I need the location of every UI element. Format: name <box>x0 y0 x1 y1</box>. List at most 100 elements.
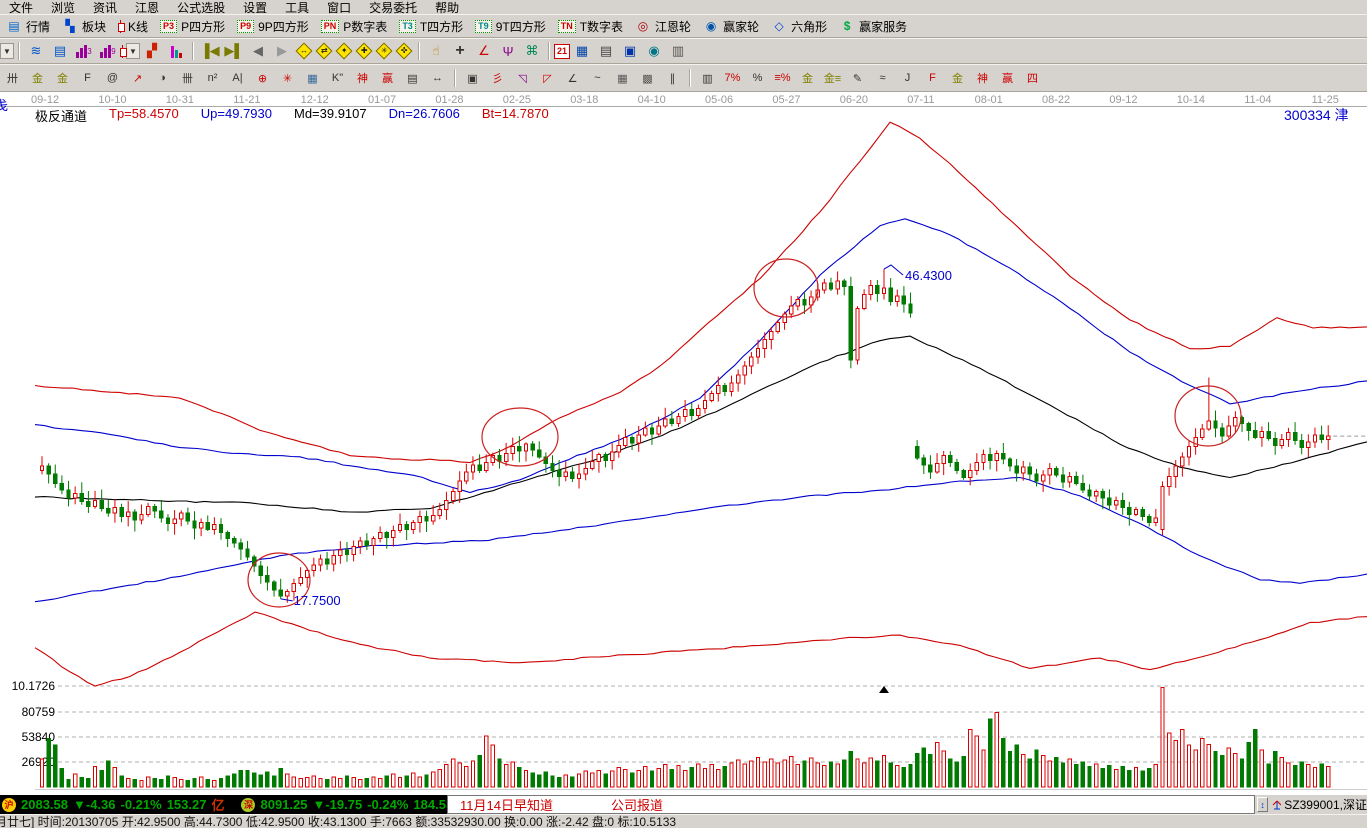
kline-icon[interactable] <box>120 44 127 58</box>
draw-tool-icon[interactable]: ✎ <box>852 72 863 85</box>
draw-tool-icon[interactable]: ◑ <box>159 72 166 84</box>
menu-item[interactable]: 窗口 <box>327 0 352 15</box>
draw-tool-icon[interactable]: ≡% <box>774 72 791 84</box>
menu-item[interactable]: 交易委托 <box>369 0 418 15</box>
draw-tool-icon[interactable]: ▦ <box>617 72 628 85</box>
diamond-move-icon[interactable]: ✜ <box>395 42 413 60</box>
price-chart-svg[interactable]: 09-12 10-10 10-31 11-21 12-12 01-07 01-28 02-25… <box>0 92 1367 795</box>
toolbar-button[interactable]: T9 9T四方形 <box>469 17 552 36</box>
toolbar-button[interactable]: $ 赢家服务 <box>833 17 913 36</box>
save-icon[interactable]: ▣ <box>623 43 637 58</box>
draw-tool-icon[interactable]: ◹ <box>518 72 527 85</box>
bars3-icon[interactable]: 3 <box>73 41 95 62</box>
crosshair-icon[interactable]: + <box>455 42 465 59</box>
diamond-expand-icon[interactable]: ↔ <box>295 42 313 60</box>
draw-tool-icon[interactable]: 金≡ <box>823 73 842 85</box>
draw-tool-icon[interactable]: 金 <box>802 73 813 85</box>
menu-item[interactable]: 江恩 <box>135 0 160 15</box>
draw-tool-icon[interactable]: ▦ <box>307 72 318 85</box>
draw-tool-icon[interactable]: 金 <box>32 73 43 85</box>
toolbar-button[interactable]: ▤ 行情 <box>0 17 56 36</box>
draw-tool-icon[interactable]: 彡 <box>492 73 503 85</box>
draw-tool-icon[interactable]: 神 <box>977 73 988 85</box>
prev-icon[interactable]: ◀ <box>253 43 263 58</box>
toolbar-button[interactable]: ◎ 江恩轮 <box>629 17 697 36</box>
last-icon[interactable]: ▶▌ <box>224 43 244 58</box>
draw-tool-icon[interactable]: J <box>904 72 911 84</box>
draw-tool-icon[interactable]: ≈ <box>879 72 886 84</box>
bars9-icon[interactable]: 9 <box>97 41 119 62</box>
draw-tool-icon[interactable]: ▩ <box>642 72 653 85</box>
histogram-icon[interactable] <box>165 41 187 62</box>
toolbar-button[interactable]: PN P数字表 <box>315 17 394 36</box>
draw-tool-icon[interactable]: ✳ <box>282 72 293 85</box>
spinner-button[interactable]: ↕ <box>1257 797 1269 812</box>
first-icon[interactable]: ▐◀ <box>200 43 220 58</box>
news-ticker-item[interactable]: 公司报道 <box>610 798 663 813</box>
draw-tool-icon[interactable]: 神 <box>357 73 368 85</box>
menu-item[interactable]: 设置 <box>243 0 268 15</box>
waves-icon[interactable]: ≋ <box>30 43 42 58</box>
brain-icon[interactable]: ⌘ <box>525 43 539 58</box>
notebook-icon[interactable]: ▤ <box>599 43 613 58</box>
menu-item[interactable]: 资讯 <box>93 0 118 15</box>
toolbar-button[interactable]: ◇ 六角形 <box>765 17 833 36</box>
toolbar-button[interactable]: K线 <box>112 17 154 36</box>
toolbar-button[interactable]: P9 9P四方形 <box>231 17 315 36</box>
report-icon[interactable]: ▤ <box>53 43 67 58</box>
web-icon[interactable]: ◉ <box>648 43 660 58</box>
draw-tool-icon[interactable]: 四 <box>1027 73 1038 85</box>
menu-item[interactable]: 文件 <box>9 0 34 15</box>
draw-tool-icon[interactable]: A| <box>232 72 243 84</box>
diamond-cross-icon[interactable]: ✚ <box>355 42 373 60</box>
pattern-icon[interactable]: ▞ <box>147 43 157 58</box>
draw-tool-icon[interactable]: 卌 <box>182 73 193 85</box>
diamond-swap-icon[interactable]: ⇄ <box>315 42 333 60</box>
draw-tool-icon[interactable]: ▤ <box>407 72 418 85</box>
diamond-star-icon[interactable]: ✳ <box>375 42 393 60</box>
draw-tool-icon[interactable]: % <box>752 72 763 84</box>
calculator-icon[interactable]: ▦ <box>575 43 589 58</box>
draw-tool-icon[interactable]: 7% <box>724 72 741 84</box>
draw-tool-icon[interactable]: 赢 <box>382 73 393 85</box>
draw-tool-icon[interactable]: ↗ <box>132 72 143 85</box>
draw-tool-icon[interactable]: ~ <box>594 72 601 84</box>
toolbar-button[interactable]: TN T数字表 <box>552 17 629 36</box>
toolbar-button[interactable]: T3 T四方形 <box>393 17 469 36</box>
draw-tool-icon[interactable]: ∠ <box>567 72 578 85</box>
calendar-icon[interactable]: 21 <box>554 43 570 59</box>
draw-tool-icon[interactable]: F <box>84 72 91 84</box>
toolbar-button[interactable]: ▚ 板块 <box>56 17 112 36</box>
draw-tool-icon[interactable]: ⊕ <box>257 72 268 85</box>
period-dropdown[interactable]: ▼ <box>0 43 14 59</box>
draw-tool-icon[interactable]: n² <box>207 72 218 84</box>
draw-tool-icon[interactable]: 卅 <box>7 73 18 85</box>
draw-tool-icon[interactable]: F <box>929 72 936 84</box>
toolbar-button[interactable]: ◉ 赢家轮 <box>697 17 765 36</box>
draw-tool-icon[interactable]: ∥ <box>669 72 676 85</box>
draw-tool-icon[interactable]: ▣ <box>467 72 478 85</box>
draw-tool-icon[interactable]: ▥ <box>702 72 713 85</box>
hand-icon[interactable]: ☝ <box>432 43 440 58</box>
draw-tool-icon[interactable]: K" <box>331 72 344 84</box>
menu-item[interactable]: 公式选股 <box>177 0 226 15</box>
draw-tool-icon[interactable]: @ <box>106 72 119 84</box>
toolbar-button[interactable]: P3 P四方形 <box>154 17 231 36</box>
angle-icon[interactable]: ∠ <box>478 43 490 58</box>
next-icon[interactable]: ▶ <box>277 43 287 58</box>
draw-tool-icon[interactable]: 赢 <box>1002 73 1013 85</box>
menu-item[interactable]: 帮助 <box>435 0 460 15</box>
draw-tool-icon[interactable]: 金 <box>57 73 68 85</box>
draw-tool-icon[interactable]: 金 <box>952 73 963 85</box>
draw-tool-icon[interactable]: ◸ <box>543 72 552 85</box>
news-ticker-item[interactable]: 11月14日早知道 <box>460 798 553 813</box>
kline-dropdown[interactable]: ▼ <box>126 43 140 59</box>
diamond-focus-icon[interactable]: ✦ <box>335 42 353 60</box>
menu-item[interactable]: 浏览 <box>51 0 76 15</box>
draw-tool-icon[interactable]: ↔ <box>432 72 443 84</box>
device-icon[interactable]: ▥ <box>671 43 685 58</box>
gift-icon[interactable]: Ψ <box>502 43 514 59</box>
menu-item[interactable]: 工具 <box>285 0 310 15</box>
chart-area[interactable]: 09-12 10-10 10-31 11-21 12-12 01-07 01-28 02-25… <box>0 92 1367 795</box>
date-label: 01-28 <box>435 94 463 106</box>
